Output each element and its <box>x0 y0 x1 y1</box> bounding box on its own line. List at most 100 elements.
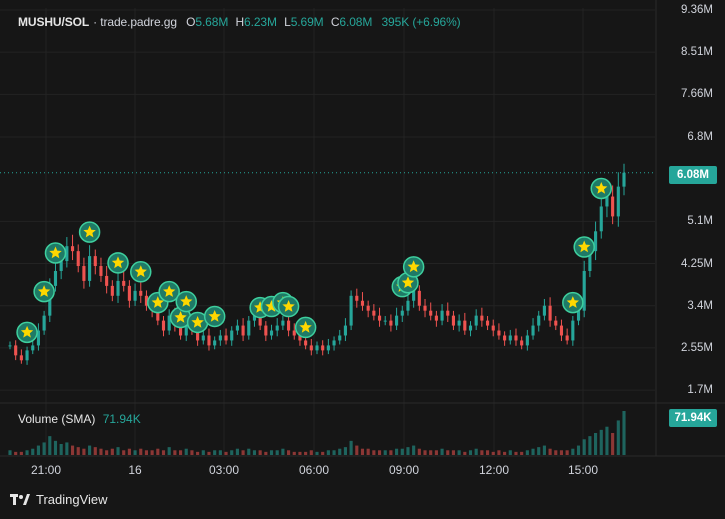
volume-bar-74 <box>429 450 433 455</box>
volume-bar-94 <box>542 445 546 455</box>
volume-bar-65 <box>377 450 382 455</box>
price-axis-label: 3.4M <box>687 299 713 312</box>
candle-body-50 <box>292 330 296 336</box>
candle-body-102 <box>588 251 592 271</box>
volume-bar-13 <box>82 448 86 455</box>
volume-bar-21 <box>127 448 131 455</box>
candle-body-89 <box>514 335 518 341</box>
volume-bar-76 <box>440 448 444 455</box>
volume-bar-62 <box>360 448 365 455</box>
volume-bar-20 <box>122 450 126 455</box>
candle-body-8 <box>53 270 58 286</box>
volume-bar-47 <box>275 450 279 455</box>
candle-body-62 <box>360 300 365 306</box>
symbol-label[interactable]: MUSHU/SOL <box>18 15 90 29</box>
trade-marker-star-icon-19 <box>407 260 420 273</box>
volume-bar-58 <box>338 448 342 455</box>
change-value: 395K (+6.96%) <box>381 15 461 29</box>
volume-bar-14 <box>88 445 92 455</box>
volume-bar-26 <box>156 448 160 455</box>
trade-marker-star-icon-15 <box>282 300 295 312</box>
volume-bar-67 <box>389 450 393 455</box>
volume-bar-81 <box>468 450 473 455</box>
candle-body-108 <box>622 172 626 187</box>
volume-bar-75 <box>434 450 438 455</box>
close-value: 6.08M <box>339 15 373 29</box>
volume-bar-9 <box>59 444 63 455</box>
volume-bar-108 <box>622 411 626 455</box>
candle-body-14 <box>88 256 92 281</box>
volume-bar-87 <box>503 451 507 455</box>
candle-body-73 <box>423 305 427 311</box>
volume-bar-84 <box>485 450 490 455</box>
candle-body-21 <box>127 285 131 301</box>
candle-body-17 <box>105 275 109 286</box>
tradingview-branding[interactable]: TradingView <box>10 492 108 507</box>
price-axis-label: 4.25M <box>681 257 713 270</box>
candle-body-57 <box>332 340 336 346</box>
candle-body-37 <box>218 335 222 341</box>
volume-bar-0 <box>8 450 12 455</box>
candle-body-76 <box>440 310 444 321</box>
candle-body-105 <box>605 196 609 207</box>
volume-bar-63 <box>366 448 370 455</box>
candle-body-26 <box>156 310 160 321</box>
volume-bar-36 <box>213 450 217 455</box>
candle-body-104 <box>599 206 603 232</box>
trade-marker-star-icon-3 <box>83 225 96 238</box>
volume-bar-4 <box>31 448 35 455</box>
volume-bar-6 <box>42 442 46 455</box>
volume-bar-23 <box>139 448 143 455</box>
volume-bar-83 <box>480 450 484 455</box>
candle-body-53 <box>309 345 313 351</box>
candle-body-97 <box>559 325 564 336</box>
volume-legend-name[interactable]: Volume (SMA) <box>18 412 96 426</box>
volume-bar-40 <box>235 448 239 455</box>
candle-body-60 <box>349 295 353 326</box>
trade-marker-star-icon-16 <box>299 320 312 333</box>
candle-body-100 <box>576 310 581 321</box>
volume-bar-30 <box>178 450 183 455</box>
candle-body-91 <box>525 335 529 346</box>
candle-body-24 <box>144 295 149 306</box>
volume-bar-22 <box>133 450 137 455</box>
volume-bar-50 <box>292 451 296 455</box>
volume-bar-39 <box>230 450 234 455</box>
volume-bar-12 <box>76 447 80 455</box>
volume-bar-102 <box>588 436 592 455</box>
volume-bar-80 <box>463 451 467 455</box>
candle-body-71 <box>412 290 416 301</box>
time-axis-label: 15:00 <box>567 463 599 477</box>
volume-bar-85 <box>491 451 495 455</box>
price-axis-label: 7.66M <box>681 88 713 101</box>
volume-bar-2 <box>19 451 23 455</box>
volume-bar-57 <box>332 450 336 455</box>
candle-body-83 <box>480 315 484 321</box>
price-axis-label: 1.7M <box>687 384 713 397</box>
open-label: O <box>186 15 196 29</box>
candle-body-54 <box>315 345 319 351</box>
volume-bar-93 <box>537 447 541 455</box>
trade-marker-star-icon-2 <box>49 246 62 259</box>
trade-marker-star-icon-20 <box>566 296 579 308</box>
candle-body-64 <box>372 310 376 316</box>
trade-marker-star-icon-21 <box>578 240 591 253</box>
volume-bar-51 <box>298 451 302 455</box>
candle-body-65 <box>377 315 382 321</box>
candle-body-94 <box>542 305 546 316</box>
volume-bar-45 <box>264 451 268 455</box>
trade-marker-star-icon-0 <box>20 325 34 338</box>
candle-body-39 <box>230 330 234 341</box>
trade-marker-star-icon-9 <box>180 295 193 307</box>
trade-marker-star-icon-18 <box>401 276 415 288</box>
volume-bar-41 <box>241 450 245 455</box>
volume-bar-8 <box>53 440 58 455</box>
tradingview-brand-label: TradingView <box>36 492 108 507</box>
candle-body-92 <box>531 325 535 336</box>
candle-body-4 <box>31 345 35 351</box>
candle-body-36 <box>213 340 217 346</box>
candle-body-51 <box>298 335 302 341</box>
candle-body-96 <box>554 320 558 326</box>
